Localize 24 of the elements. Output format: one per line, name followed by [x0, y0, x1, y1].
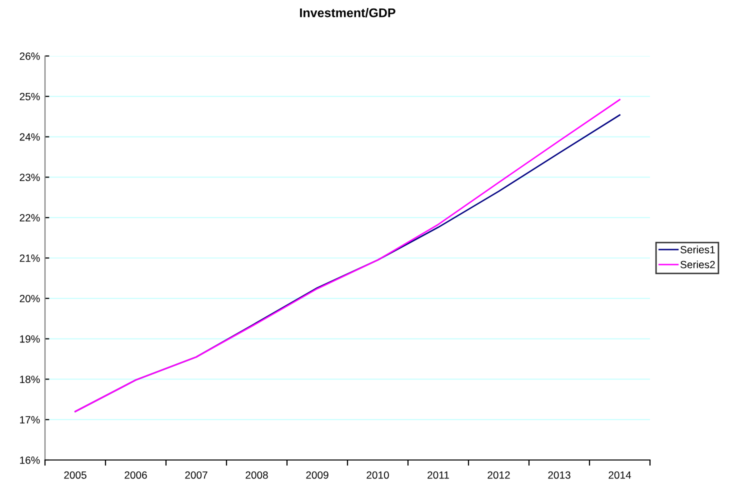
y-tick-label: 20% [20, 294, 40, 302]
x-tick-label: 2006 [124, 471, 147, 479]
y-tick-label: 18% [20, 376, 40, 384]
x-tick-label: 2013 [548, 471, 570, 479]
x-tick-label: 2010 [366, 471, 389, 479]
y-tick-label: 19% [20, 335, 40, 343]
x-tick-label: 2009 [306, 471, 328, 479]
y-tick-label: 17% [20, 416, 40, 424]
legend-label: Series1 [680, 246, 715, 254]
legend-label: Series2 [680, 260, 715, 268]
x-tick-label: 2011 [428, 471, 449, 479]
x-tick-label: 2014 [608, 471, 632, 479]
x-tick-label: 2007 [185, 471, 208, 479]
y-tick-label: 25% [20, 92, 40, 100]
y-tick-label: 21% [20, 254, 40, 262]
chart-title: Investment/GDP [300, 8, 396, 18]
y-tick-label: 24% [20, 133, 40, 141]
y-tick-label: 22% [20, 214, 40, 222]
x-tick-label: 2005 [64, 471, 86, 479]
y-tick-label: 26% [20, 52, 40, 60]
x-tick-label: 2008 [246, 471, 268, 479]
y-tick-label: 23% [20, 174, 40, 182]
x-tick-label: 2012 [488, 471, 510, 479]
y-tick-label: 16% [20, 456, 40, 464]
